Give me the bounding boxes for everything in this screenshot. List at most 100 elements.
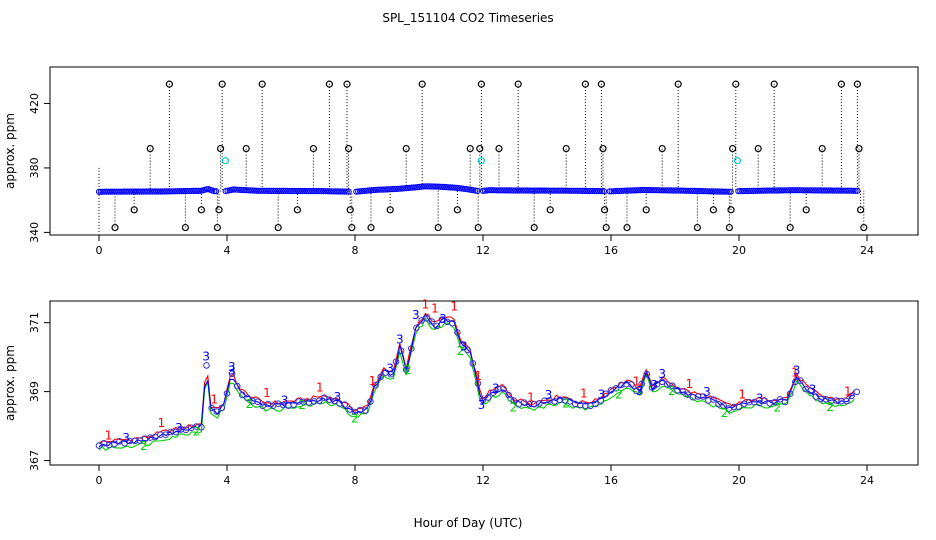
baseline-point: [827, 187, 834, 194]
top-y-axis-label: approx. ppm: [3, 113, 17, 189]
outlier-point: [581, 80, 590, 88]
baseline-point: [537, 187, 544, 194]
average-point: [111, 440, 118, 448]
baseline-point: [385, 186, 392, 193]
baseline-point: [431, 183, 439, 190]
outlier-point: [602, 223, 610, 232]
baseline-point: [368, 187, 375, 194]
baseline-point: [712, 188, 719, 195]
baseline-point: [668, 187, 675, 194]
baseline-point: [376, 186, 383, 193]
baseline-point: [547, 187, 554, 194]
baseline-point: [549, 187, 556, 194]
top-plot-frame: [49, 66, 919, 236]
baseline-point: [679, 187, 686, 194]
baseline-point: [499, 187, 506, 194]
baseline-point: [387, 186, 394, 193]
baseline-point: [253, 187, 260, 194]
average-point: [428, 318, 436, 325]
series-1-point-label: 1: [369, 374, 377, 388]
average-point: [469, 360, 477, 367]
series-2-point-label: 2: [404, 363, 412, 377]
baseline-point: [445, 184, 452, 191]
baseline-point: [430, 183, 437, 190]
series-2-point-label: 2: [140, 439, 148, 453]
baseline-point: [339, 188, 346, 195]
baseline-point: [583, 187, 590, 194]
average-point: [408, 345, 415, 352]
baseline-point: [491, 187, 498, 194]
top-x-tick-label: 24: [860, 244, 874, 257]
baseline-point: [581, 187, 588, 194]
average-point: [341, 401, 349, 408]
average-point: [233, 382, 241, 390]
baseline-point: [677, 187, 684, 194]
baseline-point: [815, 187, 823, 194]
baseline-point: [335, 188, 343, 195]
baseline-point: [188, 187, 195, 195]
baseline-point: [276, 187, 283, 194]
series-3-point-label: 3: [809, 383, 817, 397]
outlier-point: [242, 144, 250, 153]
baseline-point: [543, 187, 550, 194]
baseline-point: [769, 187, 777, 194]
baseline-point: [447, 184, 454, 191]
outlier-point: [728, 144, 737, 153]
baseline-point: [810, 187, 817, 194]
series-3-point-label: 3: [175, 421, 183, 435]
average-point: [162, 431, 169, 439]
series-3-peak-label: 3: [412, 308, 420, 322]
baseline-point: [109, 188, 116, 195]
average-point: [638, 380, 646, 388]
series-2-point-label: 2: [615, 388, 623, 402]
baseline-point: [752, 187, 759, 194]
baseline-point: [639, 186, 646, 194]
baseline-point: [806, 187, 813, 194]
average-point: [648, 384, 656, 391]
outlier-point: [343, 80, 351, 88]
bottom-x-tick-label: 8: [352, 474, 359, 487]
baseline-point: [783, 187, 790, 194]
baseline-point: [136, 188, 143, 195]
top-x-tick-label: 16: [604, 244, 618, 257]
baseline-point: [322, 188, 329, 195]
baseline-point: [700, 188, 707, 195]
baseline-point: [777, 187, 784, 194]
baseline-point: [829, 187, 836, 194]
baseline-point: [833, 187, 840, 194]
outlier-point: [345, 144, 353, 153]
average-point: [710, 396, 717, 403]
baseline-point: [451, 184, 458, 191]
average-point: [218, 404, 226, 412]
baseline-point: [428, 183, 435, 190]
outlier-point: [218, 80, 226, 88]
baseline-point: [612, 188, 619, 195]
series-2-point-label: 2: [562, 397, 570, 411]
baseline-point: [124, 188, 131, 195]
baseline-point: [134, 188, 141, 195]
baseline-point: [570, 187, 577, 194]
baseline-point: [566, 187, 573, 194]
outlier-point: [402, 144, 410, 153]
baseline-point: [618, 187, 625, 194]
cyan-point: [733, 157, 742, 165]
series-1-point-label: 1: [474, 369, 482, 383]
outlier-point: [562, 144, 570, 153]
baseline-point: [658, 187, 665, 194]
average-point: [208, 404, 215, 412]
average-point: [658, 378, 666, 386]
baseline-point: [819, 187, 826, 194]
baseline-point: [262, 187, 270, 194]
baseline-point: [140, 188, 147, 195]
average-point: [602, 390, 610, 398]
figure-title: SPL_151104 CO2 Timeseries: [382, 11, 553, 25]
outlier-point: [418, 80, 426, 88]
series-3-point-label: 3: [386, 362, 394, 376]
baseline-point: [622, 187, 629, 194]
outlier-point: [754, 144, 762, 153]
outlier-point: [367, 223, 375, 232]
average-point: [500, 385, 507, 393]
series-3-peak-label: 3: [658, 367, 666, 381]
baseline-point: [735, 188, 742, 195]
baseline-point: [675, 187, 682, 194]
